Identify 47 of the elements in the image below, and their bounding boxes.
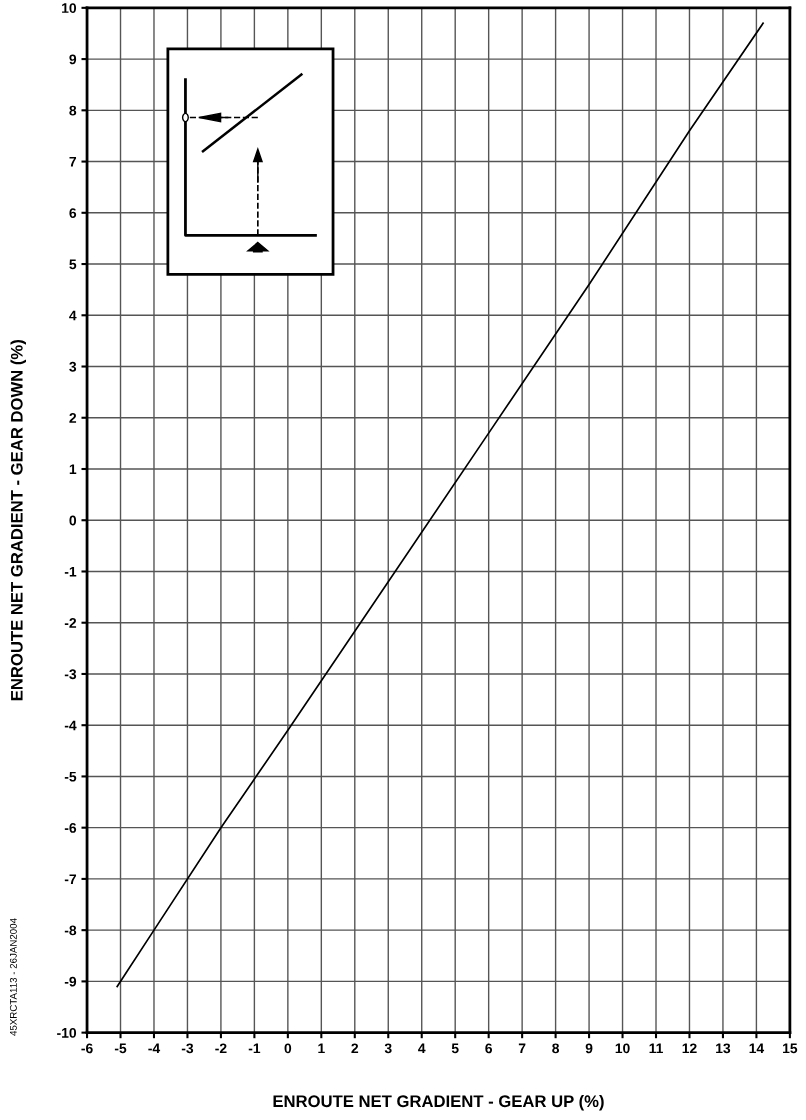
- x-tick-label: -1: [248, 1043, 261, 1054]
- x-tick-label: 10: [615, 1043, 630, 1054]
- y-axis-title: ENROUTE NET GRADIENT - GEAR DOWN (%): [10, 340, 26, 701]
- y-tick-label: -5: [64, 771, 77, 782]
- x-tick-label: 8: [552, 1043, 560, 1054]
- x-tick-label: -2: [215, 1043, 227, 1054]
- x-tick-label: 0: [284, 1043, 292, 1054]
- x-tick-label: 9: [585, 1043, 593, 1054]
- x-tick-label: -6: [81, 1043, 93, 1054]
- text: 45XRCTA113 - 26JAN2004: [9, 918, 17, 1036]
- y-tick-label: 10: [62, 3, 77, 14]
- y-tick-label: -2: [64, 618, 77, 628]
- y-tick-label: 9: [69, 54, 77, 65]
- y-tick-label: -10: [57, 1027, 77, 1038]
- y-tick-label: -1: [64, 566, 77, 577]
- y-tick-label: 0: [69, 515, 77, 526]
- x-tick-label: -5: [114, 1043, 127, 1054]
- x-tick-label: -4: [148, 1043, 161, 1054]
- y-tick-label: 4: [69, 310, 77, 321]
- x-tick-label: 3: [384, 1043, 392, 1054]
- x-tick-label: 13: [716, 1043, 731, 1054]
- y-tick-label: -3: [64, 669, 77, 680]
- x-axis-title: ENROUTE NET GRADIENT - GEAR UP (%): [273, 1094, 604, 1111]
- x-tick-label: 6: [485, 1043, 493, 1054]
- x-tick-label: -3: [181, 1043, 194, 1054]
- y-tick-label: 6: [69, 208, 77, 218]
- y-tick-label: -6: [64, 823, 77, 833]
- line-series: [116, 22, 764, 988]
- x-tick-label: 15: [783, 1043, 798, 1054]
- y-tick-label: 3: [69, 361, 77, 372]
- y-tick-label: 7: [69, 157, 77, 167]
- y-tick-label: 8: [69, 105, 77, 116]
- x-tick-label: 4: [418, 1043, 426, 1054]
- y-tick-label: 1: [69, 464, 77, 475]
- y-tick-label: 2: [69, 413, 77, 423]
- x-tick-label: 11: [649, 1043, 663, 1054]
- x-tick-label: 14: [749, 1043, 765, 1054]
- y-tick-label: 5: [69, 259, 77, 270]
- y-tick-label: -9: [64, 976, 77, 987]
- y-tick-label: -7: [64, 874, 77, 884]
- y-tick-label: -4: [64, 720, 77, 731]
- y-tick-label: -8: [64, 925, 77, 936]
- x-tick-label: 12: [682, 1043, 697, 1054]
- x-tick-label: 7: [518, 1043, 526, 1054]
- x-tick-label: 1: [318, 1043, 325, 1054]
- x-tick-label: 2: [351, 1043, 359, 1054]
- x-tick-label: 5: [451, 1043, 459, 1054]
